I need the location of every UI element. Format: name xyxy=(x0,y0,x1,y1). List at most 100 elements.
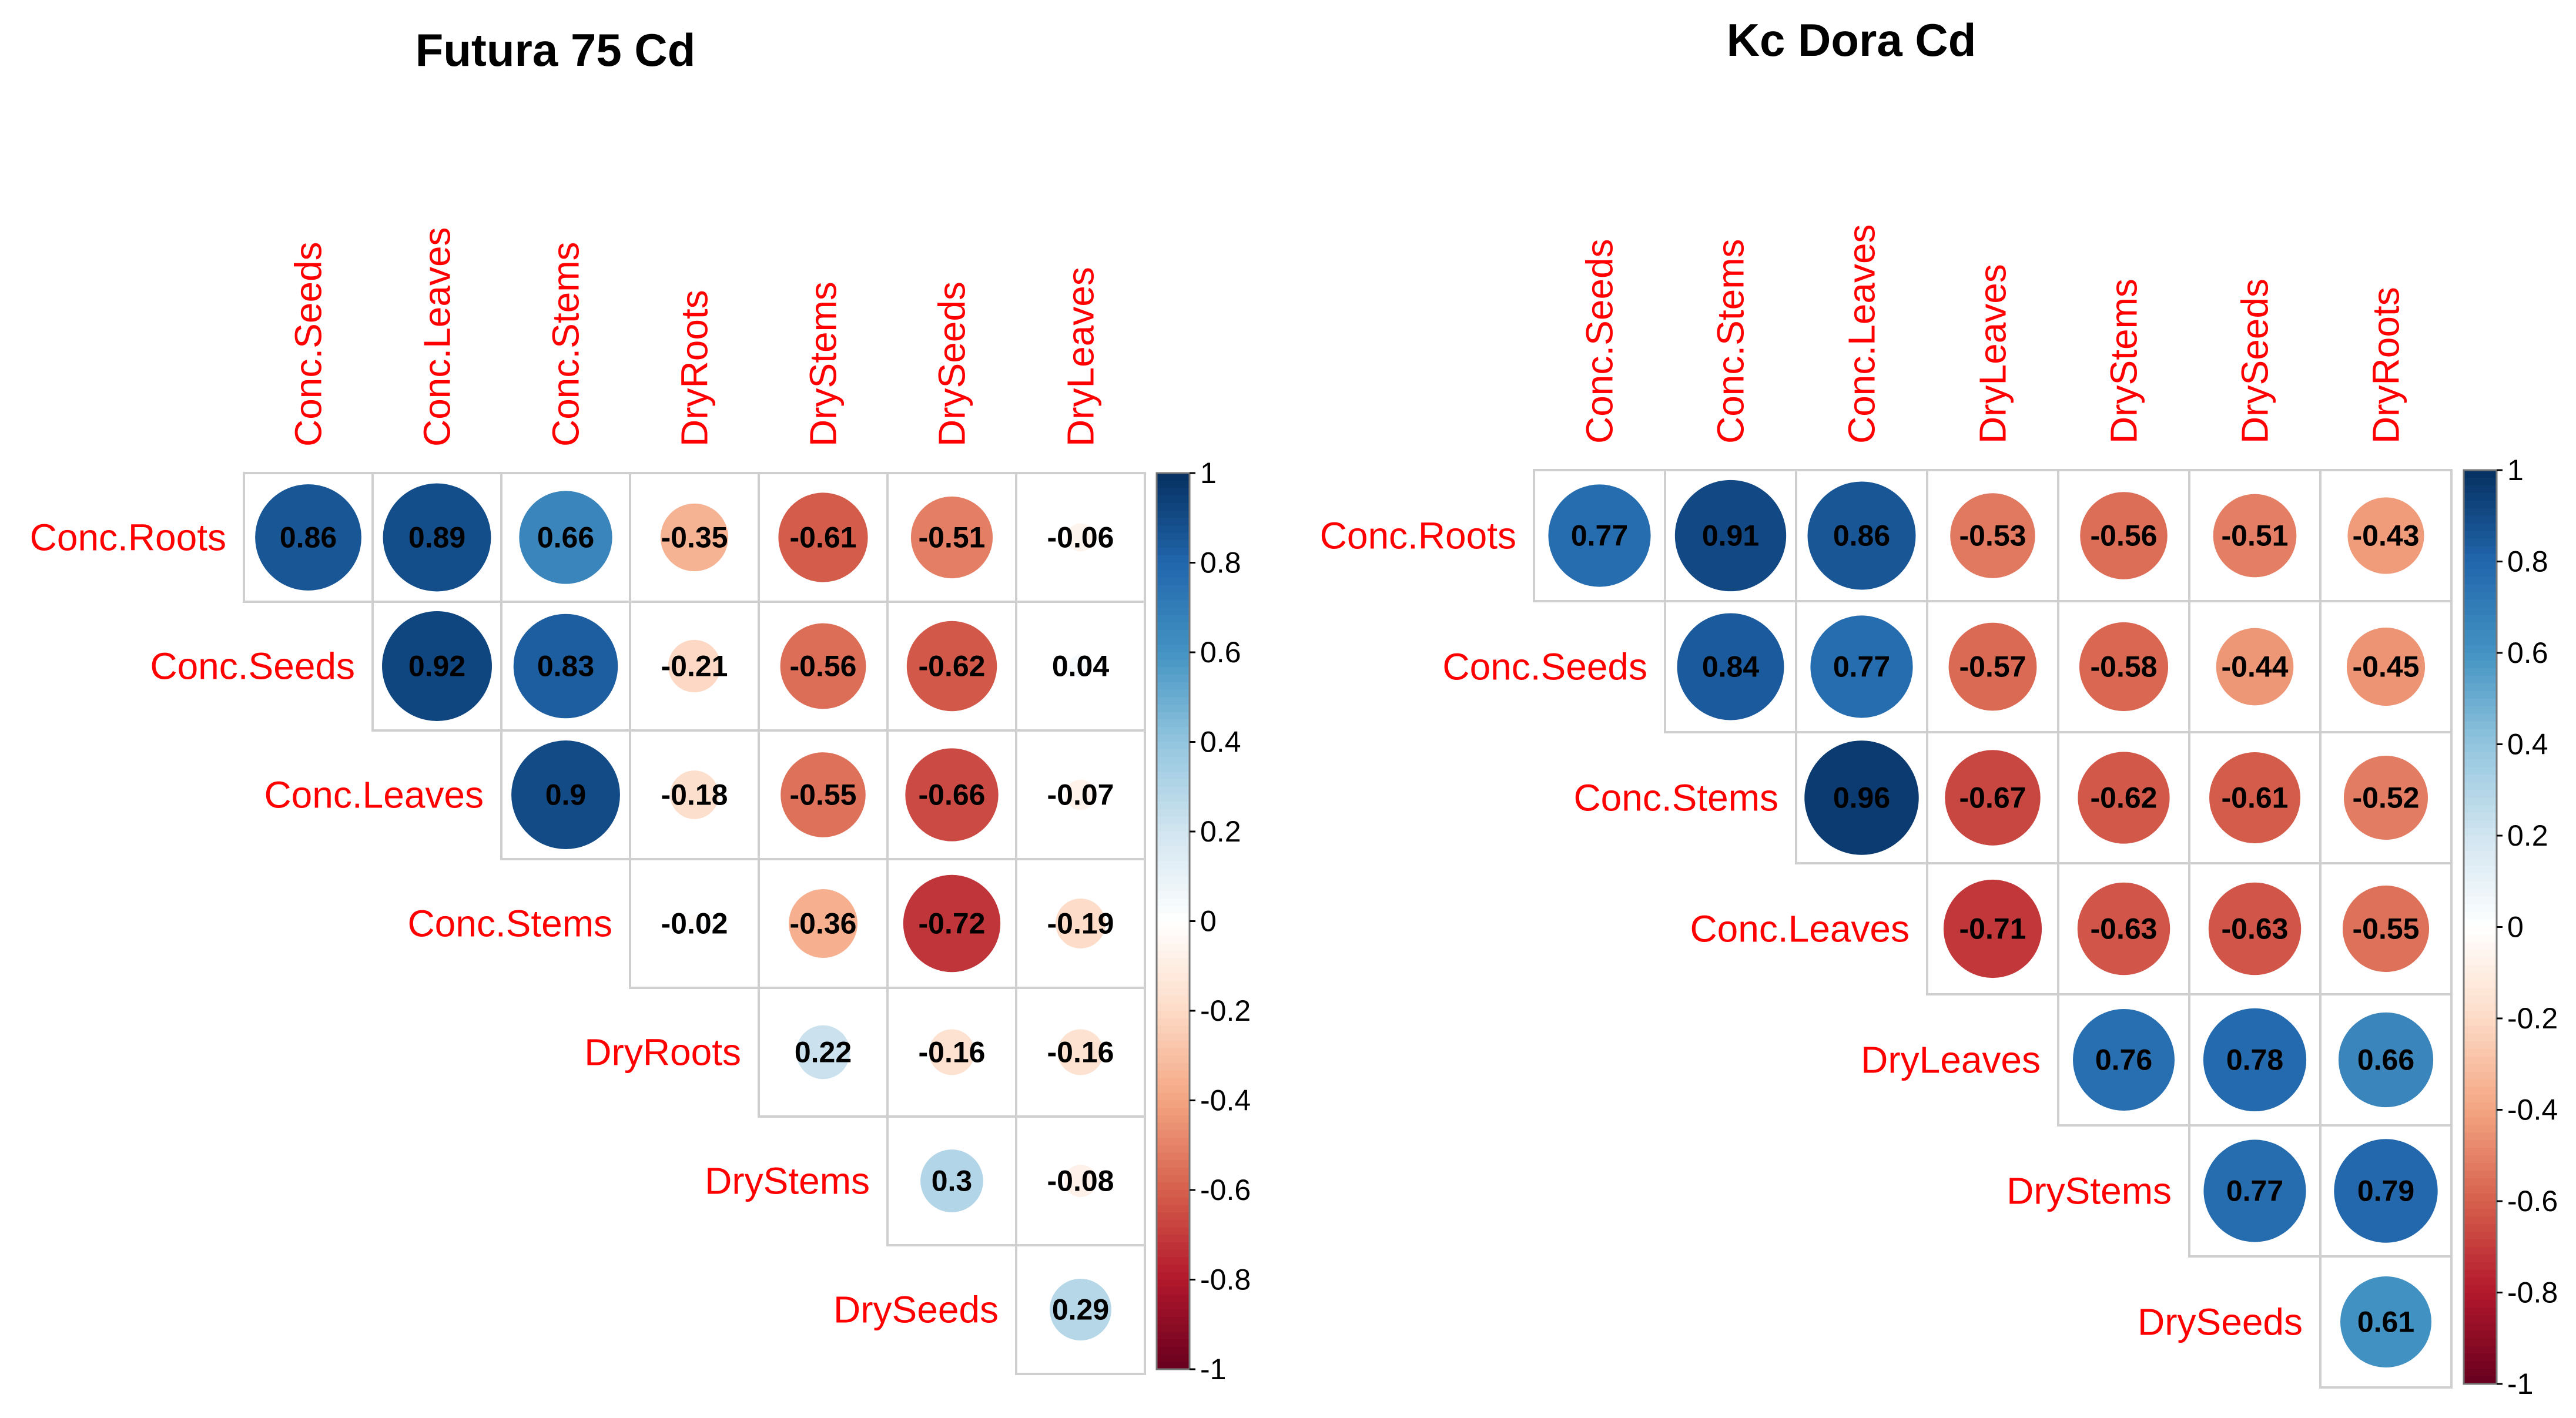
row-label-conc-seeds: Conc.Seeds xyxy=(1442,646,1647,688)
colorbar-segment xyxy=(1157,854,1190,862)
correlation-value: -0.55 xyxy=(2353,913,2420,946)
correlation-value: -0.56 xyxy=(2091,519,2158,552)
correlation-circle xyxy=(2209,752,2301,844)
colorbar-segment xyxy=(2464,500,2497,509)
colorbar-tick-label: -0.8 xyxy=(2507,1276,2558,1309)
colorbar-segment xyxy=(1157,861,1190,870)
colorbar-segment xyxy=(2464,973,2497,981)
colorbar-tick-label: 0.8 xyxy=(2507,545,2548,578)
colorbar-segment xyxy=(2464,622,2497,631)
colorbar-segment xyxy=(2464,721,2497,730)
correlation-value: 0.66 xyxy=(537,521,594,554)
colorbar-segment xyxy=(2464,957,2497,966)
colorbar-tick-label: 1 xyxy=(1200,457,1217,490)
colorbar-segment xyxy=(2464,1186,2497,1194)
correlation-value: -0.02 xyxy=(661,907,728,940)
row-label-dryleaves: DryLeaves xyxy=(1861,1039,2041,1081)
correlation-value: -0.57 xyxy=(1959,651,2026,683)
colorbar-segment xyxy=(2464,1223,2497,1232)
correlation-circle xyxy=(1056,899,1106,948)
colorbar-segment xyxy=(1157,1122,1190,1131)
correlation-value: -0.06 xyxy=(1047,521,1114,554)
correlation-value: 0.9 xyxy=(545,779,587,812)
colorbar-segment xyxy=(2464,1003,2497,1011)
colorbar-segment xyxy=(2464,561,2497,570)
correlation-circle xyxy=(1807,481,1916,590)
colorbar-segment xyxy=(1157,645,1190,653)
correlation-circle xyxy=(2216,628,2294,706)
colorbar-segment xyxy=(1157,682,1190,690)
colorbar-segment xyxy=(1157,1145,1190,1154)
colorbar-segment xyxy=(2464,660,2497,669)
column-label-dryleaves: DryLeaves xyxy=(1060,267,1102,447)
colorbar-segment xyxy=(2464,782,2497,791)
colorbar-segment xyxy=(2464,759,2497,768)
correlation-value: -0.35 xyxy=(661,521,728,554)
correlation-circle xyxy=(2072,1008,2175,1111)
panel-futura-75-cd: Futura 75 Cd0.86 0.89 0.66 -0.35 -0.61 -0.51-… xyxy=(30,24,1251,1386)
colorbar-tick-label: -1 xyxy=(2507,1367,2533,1400)
correlation-value: -0.58 xyxy=(2091,651,2158,683)
colorbar-segment xyxy=(2464,1125,2497,1134)
colorbar-segment xyxy=(1157,540,1190,548)
colorbar-segment xyxy=(1157,1249,1190,1258)
colorbar-segment xyxy=(1157,1175,1190,1184)
colorbar-segment xyxy=(2464,767,2497,776)
correlation-circle xyxy=(2078,752,2170,844)
colorbar-segment xyxy=(1157,697,1190,705)
correlation-value: -0.21 xyxy=(661,650,728,683)
colorbar-segment xyxy=(1157,1100,1190,1109)
colorbar-segment xyxy=(1157,1317,1190,1325)
colorbar-segment xyxy=(2464,950,2497,958)
colorbar-segment xyxy=(1157,883,1190,892)
correlation-circle xyxy=(1943,879,2042,978)
correlation-value: 0.77 xyxy=(1571,519,1628,552)
colorbar-segment xyxy=(2464,1109,2497,1118)
correlation-value: 0.04 xyxy=(1052,650,1110,683)
correlation-value: -0.45 xyxy=(2353,651,2420,683)
row-label-dryseeds: DrySeeds xyxy=(2138,1301,2303,1343)
colorbar-segment xyxy=(2464,485,2497,494)
correlation-value: -0.51 xyxy=(919,521,986,554)
colorbar-segment xyxy=(1157,869,1190,877)
correlation-circle xyxy=(1948,622,2037,711)
colorbar-segment xyxy=(1157,832,1190,840)
colorbar-segment xyxy=(2464,1178,2497,1186)
colorbar-tick-label: 0.4 xyxy=(2507,728,2548,761)
colorbar-segment xyxy=(1157,689,1190,698)
matrix-cell xyxy=(1015,1244,1146,1375)
correlation-circle xyxy=(920,1149,983,1212)
correlation-value: 0.78 xyxy=(2226,1044,2283,1077)
colorbar-segment xyxy=(2464,1231,2497,1240)
colorbar-segment xyxy=(2464,850,2497,859)
colorbar-segment xyxy=(1157,734,1190,743)
correlation-circle xyxy=(519,491,612,584)
colorbar-segment xyxy=(1157,1346,1190,1355)
colorbar-segment xyxy=(2464,1041,2497,1050)
colorbar-segment xyxy=(1157,622,1190,631)
colorbar-segment xyxy=(2464,706,2497,715)
colorbar-segment xyxy=(2464,592,2497,601)
colorbar-segment xyxy=(2464,805,2497,813)
correlation-circle xyxy=(929,1029,975,1075)
correlation-circle xyxy=(905,748,999,842)
column-label-conc-stems: Conc.Stems xyxy=(1710,239,1752,444)
colorbar-segment xyxy=(2464,1033,2497,1042)
correlation-circle xyxy=(686,915,703,932)
colorbar-segment xyxy=(2464,1155,2497,1164)
colorbar-segment xyxy=(2464,523,2497,532)
correlation-value: 0.84 xyxy=(1702,651,1760,683)
colorbar-segment xyxy=(1157,1197,1190,1206)
colorbar-segment xyxy=(2464,797,2497,806)
colorbar-segment xyxy=(2464,653,2497,661)
colorbar-segment xyxy=(1157,966,1190,974)
colorbar-segment xyxy=(1157,629,1190,638)
colorbar-segment xyxy=(2464,1208,2497,1217)
column-label-dryroots: DryRoots xyxy=(674,290,716,447)
colorbar-segment xyxy=(2464,1056,2497,1065)
correlation-circle xyxy=(2208,882,2302,975)
correlation-value: -0.36 xyxy=(790,907,857,940)
correlation-value: -0.44 xyxy=(2222,651,2289,683)
correlation-circle xyxy=(796,1025,850,1080)
colorbar-segment xyxy=(1157,772,1190,780)
